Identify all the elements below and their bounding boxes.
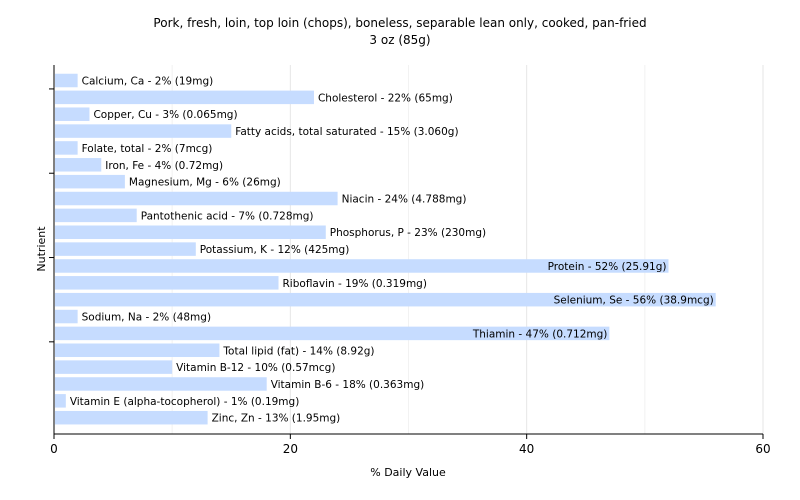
x-tick-label: 60 (755, 442, 770, 456)
bar-label: Folate, total - 2% (7mcg) (82, 143, 213, 155)
bar-label: Riboflavin - 19% (0.319mg) (283, 278, 427, 290)
bar (55, 343, 220, 358)
bar (55, 225, 326, 239)
bar-label: Thiamin - 47% (0.712mg) (472, 328, 608, 340)
bar (55, 394, 66, 408)
x-ticks: 0 20 40 60 (50, 434, 771, 456)
y-ticks (49, 88, 54, 343)
bar (55, 259, 669, 273)
bar (55, 360, 173, 374)
bar-label: Protein - 52% (25.91g) (548, 261, 667, 273)
bar (55, 292, 716, 307)
bar-label: Cholesterol - 22% (65mg) (318, 92, 453, 104)
bar (55, 377, 267, 391)
bar-label: Sodium, Na - 2% (48mg) (82, 312, 211, 324)
chart-subtitle: 3 oz (85g) (369, 33, 430, 47)
bar (55, 309, 78, 324)
bar-label: Fatty acids, total saturated - 15% (3.06… (235, 126, 458, 138)
bar-label: Phosphorus, P - 23% (230mg) (330, 227, 486, 239)
bar (55, 326, 610, 341)
bar-label: Zinc, Zn - 13% (1.95mg) (212, 413, 341, 425)
bar-label: Iron, Fe - 4% (0.72mg) (105, 160, 223, 172)
x-axis-title: % Daily Value (370, 466, 446, 479)
bar-label: Selenium, Se - 56% (38.9mcg) (554, 295, 714, 307)
axes (53, 65, 763, 435)
bar-label: Potassium, K - 12% (425mg) (200, 244, 350, 256)
bar (55, 158, 102, 172)
bar (55, 208, 137, 223)
x-tick-label: 20 (283, 442, 298, 456)
bar-label: Magnesium, Mg - 6% (26mg) (129, 177, 281, 189)
bar (55, 107, 90, 121)
bar-label: Copper, Cu - 3% (0.065mg) (93, 109, 237, 121)
bar (55, 276, 279, 290)
bar-label: Vitamin B-6 - 18% (0.363mg) (271, 379, 425, 391)
bar-label: Calcium, Ca - 2% (19mg) (82, 76, 214, 88)
bar-label: Vitamin B-12 - 10% (0.57mcg) (176, 362, 335, 374)
bars: Calcium, Ca - 2% (19mg) Cholesterol - 22%… (55, 73, 716, 425)
bar-label: Niacin - 24% (4.788mg) (342, 194, 467, 206)
bar (55, 242, 196, 256)
bar (55, 90, 314, 105)
bar (55, 73, 78, 88)
y-axis-title: Nutrient (35, 226, 48, 272)
bar-label: Vitamin E (alpha-tocopherol) - 1% (0.19m… (70, 396, 300, 408)
bar (55, 174, 125, 189)
chart-title: Pork, fresh, loin, top loin (chops), bon… (153, 16, 646, 30)
bar-label: Pantothenic acid - 7% (0.728mg) (141, 210, 314, 222)
x-tick-label: 0 (50, 442, 58, 456)
bar (55, 141, 78, 155)
bar-label: Total lipid (fat) - 14% (8.92g) (222, 345, 374, 357)
x-tick-label: 40 (519, 442, 534, 456)
bar (55, 410, 208, 425)
bar (55, 124, 232, 138)
bar (55, 191, 338, 206)
